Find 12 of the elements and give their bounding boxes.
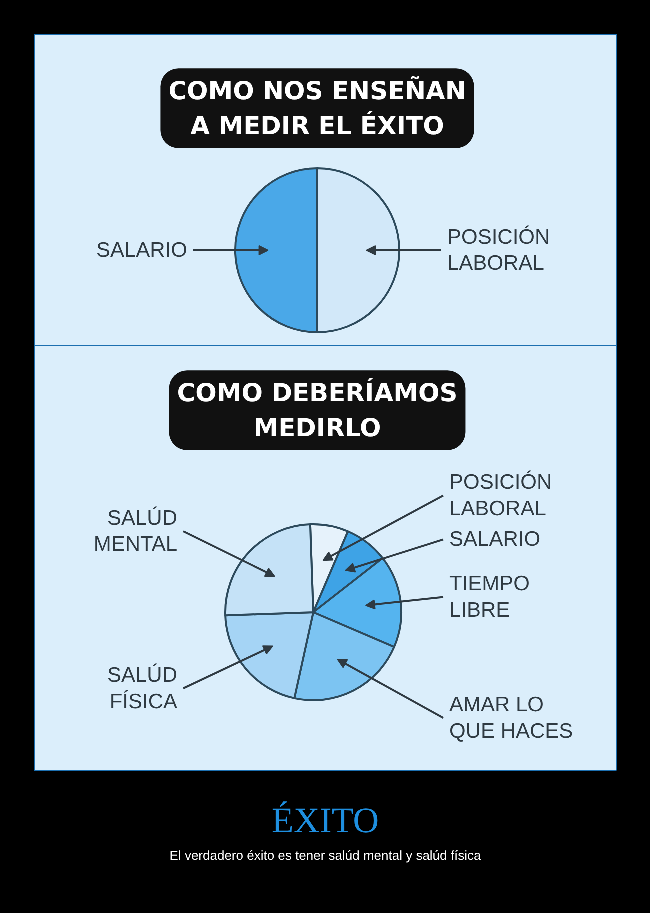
chart-title: COMO DEBERÍAMOS MEDIRLO: [177, 378, 458, 442]
slice-label: SALÚD MENTAL: [94, 506, 178, 556]
slice-label: POSICIÓN LABORAL: [448, 224, 550, 276]
slice-label: POSICIÓN LABORAL: [450, 470, 552, 520]
slice-label: SALARIO: [450, 528, 541, 552]
slice-label: SALARIO: [96, 239, 188, 262]
text: ÉXITO: [272, 800, 380, 840]
slice-label: TIEMPO LIBRE: [450, 572, 530, 622]
text: El verdadero éxito es tener salúd mental y salúd física: [170, 848, 482, 863]
slice-label: AMAR LO QUE HACES: [450, 693, 574, 743]
chart-title: COMO NOS ENSEÑAN A MEDIR EL ÉXITO: [168, 76, 466, 140]
slice-label: SALÚD FÍSICA: [107, 662, 178, 714]
